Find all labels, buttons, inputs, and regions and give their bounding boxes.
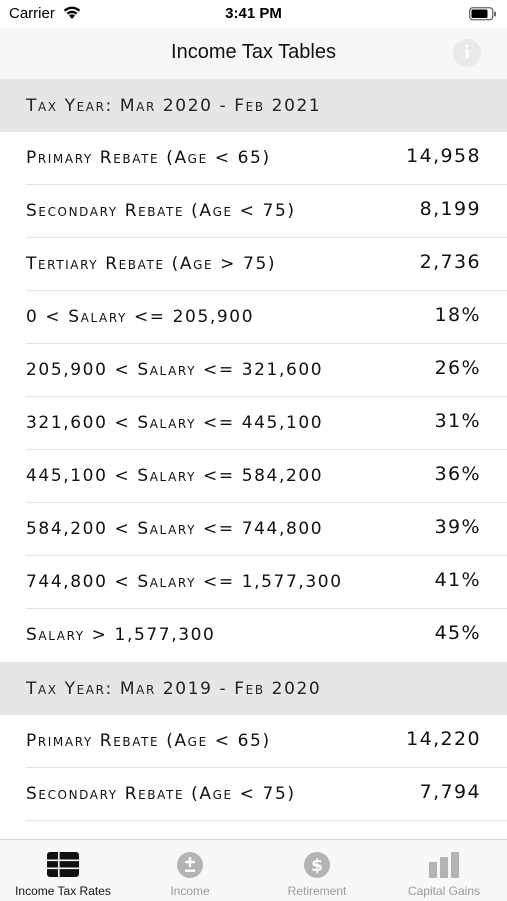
table-row: Tertiary Rebate (Age > 75) 2,736 <box>0 238 507 291</box>
navigation-bar: Income Tax Tables i <box>0 28 507 80</box>
row-value: 41% <box>434 569 481 591</box>
tab-label: Income Tax Rates <box>15 884 111 898</box>
table-row: 744,800 < Salary <= 1,577,300 41% <box>0 556 507 609</box>
status-bar: Carrier 3:41 PM <box>0 0 507 28</box>
dollar-icon: $ <box>301 851 333 879</box>
tab-label: Income <box>170 884 210 898</box>
row-label: 205,900 < Salary <= 321,600 <box>26 360 324 380</box>
status-time: 3:41 PM <box>225 5 282 22</box>
row-value: 2,736 <box>419 251 481 273</box>
tab-bar: Income Tax Rates Income $ Retirement <box>0 839 507 901</box>
battery-icon <box>469 7 497 25</box>
table-row: 205,900 < Salary <= 321,600 26% <box>0 344 507 397</box>
table-row: Secondary Rebate (Age < 75) 8,199 <box>0 185 507 238</box>
row-label: Secondary Rebate (Age < 75) <box>26 784 296 804</box>
table-row: Primary Rebate (Age < 65) 14,958 <box>0 132 507 185</box>
table-icon <box>47 851 79 879</box>
row-label: 0 < Salary <= 205,900 <box>26 307 255 327</box>
info-button[interactable]: i <box>453 39 481 67</box>
table-row: 0 < Salary <= 205,900 18% <box>0 291 507 344</box>
row-label: 445,100 < Salary <= 584,200 <box>26 466 324 486</box>
bar-chart-icon <box>428 851 460 879</box>
tab-income[interactable]: Income <box>127 840 253 901</box>
row-label: 584,200 < Salary <= 744,800 <box>26 519 324 539</box>
row-value: 18% <box>434 304 481 326</box>
info-icon: i <box>464 42 470 63</box>
row-label: Salary > 1,577,300 <box>26 625 216 645</box>
plus-minus-icon <box>174 851 206 879</box>
section-header: Tax Year: Mar 2019 - Feb 2020 <box>0 662 507 715</box>
row-label: Tertiary Rebate (Age > 75) <box>26 254 277 274</box>
table-row: Secondary Rebate (Age < 75) 7,794 <box>0 768 507 821</box>
row-value: 8,199 <box>419 198 481 220</box>
page-title: Income Tax Tables <box>171 41 336 63</box>
row-label: 321,600 < Salary <= 445,100 <box>26 413 324 433</box>
wifi-icon <box>62 4 82 24</box>
tab-label: Capital Gains <box>407 884 481 898</box>
row-label: Primary Rebate (Age < 65) <box>26 148 271 168</box>
section-header: Tax Year: Mar 2020 - Feb 2021 <box>0 79 507 132</box>
tab-retirement[interactable]: $ Retirement <box>254 840 380 901</box>
section-header-label: Tax Year: Mar 2020 - Feb 2021 <box>26 96 322 116</box>
tab-capital-gains[interactable]: Capital Gains <box>381 840 507 901</box>
row-value: 45% <box>434 622 481 644</box>
svg-text:$: $ <box>311 856 323 876</box>
table-row: 321,600 < Salary <= 445,100 31% <box>0 397 507 450</box>
row-label: 744,800 < Salary <= 1,577,300 <box>26 572 343 592</box>
row-value: 7,794 <box>419 781 481 803</box>
table-row: 584,200 < Salary <= 744,800 39% <box>0 503 507 556</box>
row-value: 36% <box>434 463 481 485</box>
carrier-label: Carrier <box>9 5 55 22</box>
row-value: 26% <box>434 357 481 379</box>
row-value: 14,958 <box>406 145 481 167</box>
table-row: Salary > 1,577,300 45% <box>0 609 507 662</box>
tab-label: Retirement <box>287 884 347 898</box>
row-value: 31% <box>434 410 481 432</box>
tab-income-tax-rates[interactable]: Income Tax Rates <box>0 840 126 901</box>
row-value: 39% <box>434 516 481 538</box>
row-value: 14,220 <box>406 728 481 750</box>
tax-table-list[interactable]: Tax Year: Mar 2020 - Feb 2021 Primary Re… <box>0 79 507 821</box>
section-header-label: Tax Year: Mar 2019 - Feb 2020 <box>26 679 322 699</box>
row-label: Primary Rebate (Age < 65) <box>26 731 271 751</box>
table-row: 445,100 < Salary <= 584,200 36% <box>0 450 507 503</box>
row-label: Secondary Rebate (Age < 75) <box>26 201 296 221</box>
table-row: Primary Rebate (Age < 65) 14,220 <box>0 715 507 768</box>
